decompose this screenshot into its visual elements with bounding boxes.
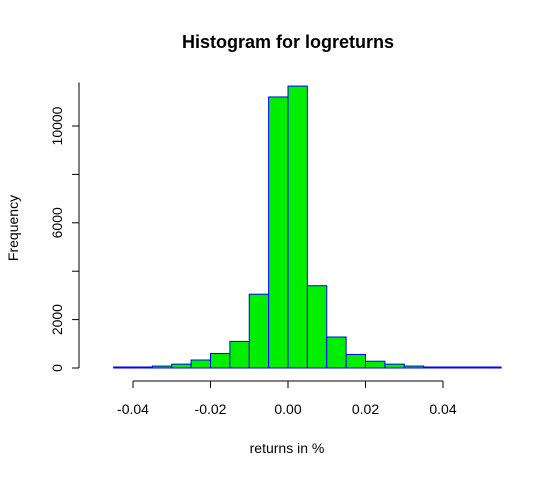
histogram-bar-10: [306, 285, 328, 369]
histogram-bar-19: [481, 366, 502, 369]
histogram-bar-9: [287, 85, 308, 369]
histogram-bar-5: [210, 352, 231, 369]
histogram-bar-12: [345, 353, 366, 369]
histogram-bar-2: [151, 365, 173, 369]
bars-group: [113, 85, 502, 369]
histogram-bar-11: [326, 336, 347, 369]
x-tick-label: -0.02: [195, 401, 227, 417]
x-tick-label: -0.04: [117, 401, 149, 417]
y-tick-label: 0: [49, 364, 65, 372]
histogram-bar-17: [442, 366, 463, 369]
y-axis: 0 2000 6000 10000: [49, 82, 80, 372]
histogram-bar-18: [461, 366, 483, 369]
chart-title: Histogram for logreturns: [182, 32, 394, 52]
histogram-bar-8: [268, 96, 289, 369]
x-tick-label: 0.04: [429, 401, 456, 417]
x-axis: -0.04 -0.02 0.00 0.02 0.04: [117, 380, 457, 417]
x-axis-label: returns in %: [250, 440, 325, 456]
histogram-bar-7: [248, 293, 270, 369]
histogram-bar-13: [365, 360, 386, 369]
histogram-bar-1: [132, 366, 153, 369]
y-tick-label: 6000: [49, 207, 65, 238]
histogram-bar-14: [384, 363, 405, 369]
histogram-bar-15: [403, 365, 425, 369]
x-tick-label: 0.00: [274, 401, 301, 417]
histogram-bar-3: [171, 363, 192, 369]
y-tick-label: 2000: [49, 304, 65, 335]
y-tick-label: 10000: [49, 106, 65, 145]
histogram-bar-16: [423, 366, 444, 369]
histogram-bar-0: [113, 366, 134, 369]
x-tick-label: 0.02: [352, 401, 379, 417]
histogram-bar-6: [229, 340, 250, 369]
histogram-bar-4: [190, 359, 211, 369]
y-axis-label: Frequency: [5, 195, 21, 261]
